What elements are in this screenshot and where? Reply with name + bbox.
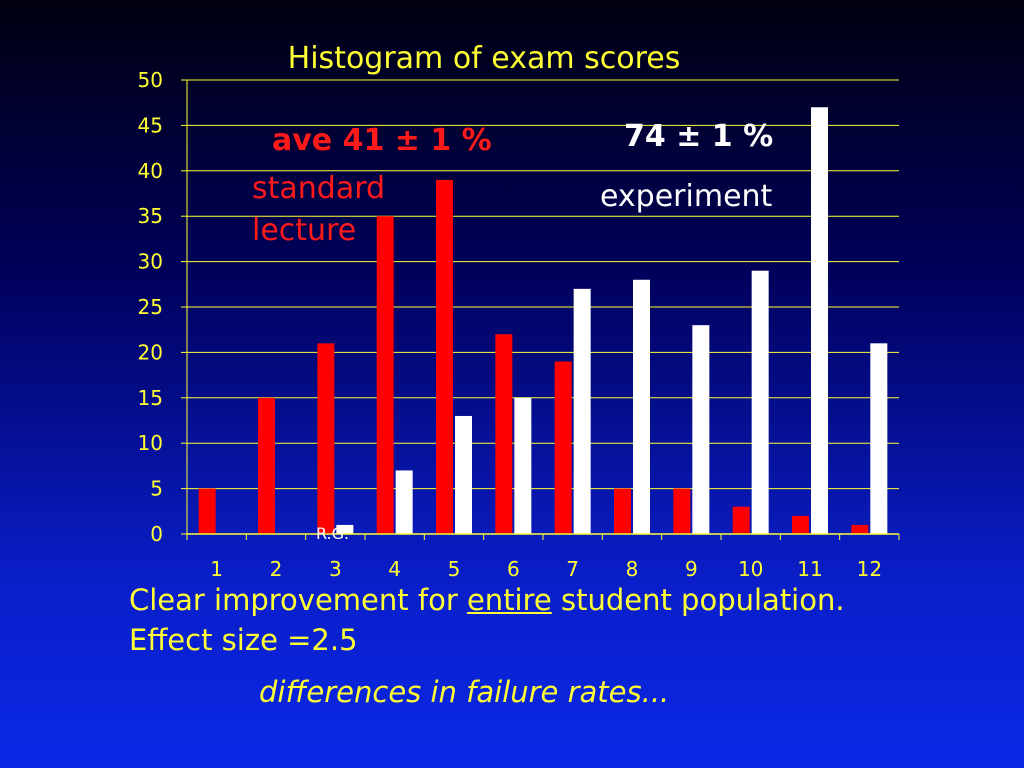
x-tick-label: 8 bbox=[626, 557, 639, 581]
standard-bar-4 bbox=[376, 216, 394, 534]
x-tick-label: 11 bbox=[797, 557, 822, 581]
experiment-label: experiment bbox=[600, 179, 773, 214]
x-tick-label: 2 bbox=[270, 557, 283, 581]
y-tick-label: 40 bbox=[138, 159, 163, 183]
x-tick-label: 1 bbox=[210, 557, 223, 581]
x-tick-label: 4 bbox=[388, 557, 401, 581]
x-tick-label: 9 bbox=[685, 557, 698, 581]
caption-line-1: Clear improvement for entire student pop… bbox=[129, 583, 845, 617]
standard-average-label: ave 41 ± 1 % bbox=[272, 123, 492, 158]
y-tick-label: 5 bbox=[150, 477, 163, 501]
standard-bar-5 bbox=[436, 179, 453, 534]
caption-emphasis: entire bbox=[466, 583, 552, 617]
y-tick-label: 0 bbox=[150, 522, 163, 546]
y-axis-ticks: 0 5 10 15 20 25 30 35 40 45 50 bbox=[138, 68, 163, 546]
x-tick-label: 10 bbox=[738, 557, 763, 581]
y-tick-label: 30 bbox=[138, 250, 163, 274]
experiment-bar-3 bbox=[336, 524, 354, 534]
x-tick-label: 3 bbox=[329, 557, 342, 581]
experiment-bar-12 bbox=[870, 343, 888, 534]
y-tick-label: 15 bbox=[138, 386, 163, 410]
x-tick-label: 12 bbox=[857, 557, 882, 581]
x-tick-label: 5 bbox=[448, 557, 461, 581]
x-axis-ticks: 1 2 3 4 5 6 7 8 9 10 11 12 bbox=[186, 533, 900, 581]
chart-title: Histogram of exam scores bbox=[288, 41, 681, 76]
y-tick-label: 35 bbox=[138, 204, 163, 228]
experiment-average-label: 74 ± 1 % bbox=[624, 119, 773, 154]
y-tick-label: 25 bbox=[138, 295, 163, 319]
experiment-bar-7 bbox=[573, 288, 591, 534]
standard-label-line1: standard bbox=[252, 171, 385, 206]
x-tick-label: 6 bbox=[507, 557, 520, 581]
rg-marker-label: R.G. bbox=[316, 524, 349, 543]
caption-line-2: Effect size =2.5 bbox=[129, 623, 358, 657]
experiment-bar-8 bbox=[633, 279, 650, 534]
experiment-bar-9 bbox=[692, 325, 710, 534]
experiment-bar-5 bbox=[455, 415, 472, 534]
standard-bar-7 bbox=[554, 361, 572, 534]
grid-lines bbox=[181, 79, 899, 535]
y-tick-label: 50 bbox=[138, 68, 163, 92]
standard-bar-9 bbox=[673, 488, 691, 534]
caption-line-1-post: student population. bbox=[551, 583, 845, 617]
standard-bar-6 bbox=[495, 334, 513, 534]
standard-bar-3 bbox=[317, 343, 335, 534]
caption-line-1-pre: Clear improvement for bbox=[129, 583, 467, 617]
y-tick-label: 10 bbox=[138, 431, 163, 455]
standard-bar-1 bbox=[198, 488, 216, 534]
standard-bar-11 bbox=[792, 515, 809, 534]
standard-bar-12 bbox=[851, 524, 869, 534]
standard-bar-2 bbox=[258, 397, 275, 534]
y-tick-label: 45 bbox=[138, 113, 163, 137]
experiment-bar-6 bbox=[514, 397, 532, 534]
histogram-chart: Histogram of exam scores 051015202530354… bbox=[138, 41, 900, 581]
standard-bar-10 bbox=[732, 506, 750, 534]
standard-bar-8 bbox=[614, 488, 631, 534]
experiment-bar-10 bbox=[751, 270, 769, 534]
standard-label-line2: lecture bbox=[252, 213, 356, 248]
experiment-bar-11 bbox=[811, 107, 828, 535]
y-tick-label: 20 bbox=[138, 340, 163, 364]
bars bbox=[198, 107, 888, 535]
experiment-bar-4 bbox=[395, 470, 413, 534]
x-tick-label: 7 bbox=[566, 557, 579, 581]
caption-line-3: differences in failure rates... bbox=[259, 675, 670, 709]
